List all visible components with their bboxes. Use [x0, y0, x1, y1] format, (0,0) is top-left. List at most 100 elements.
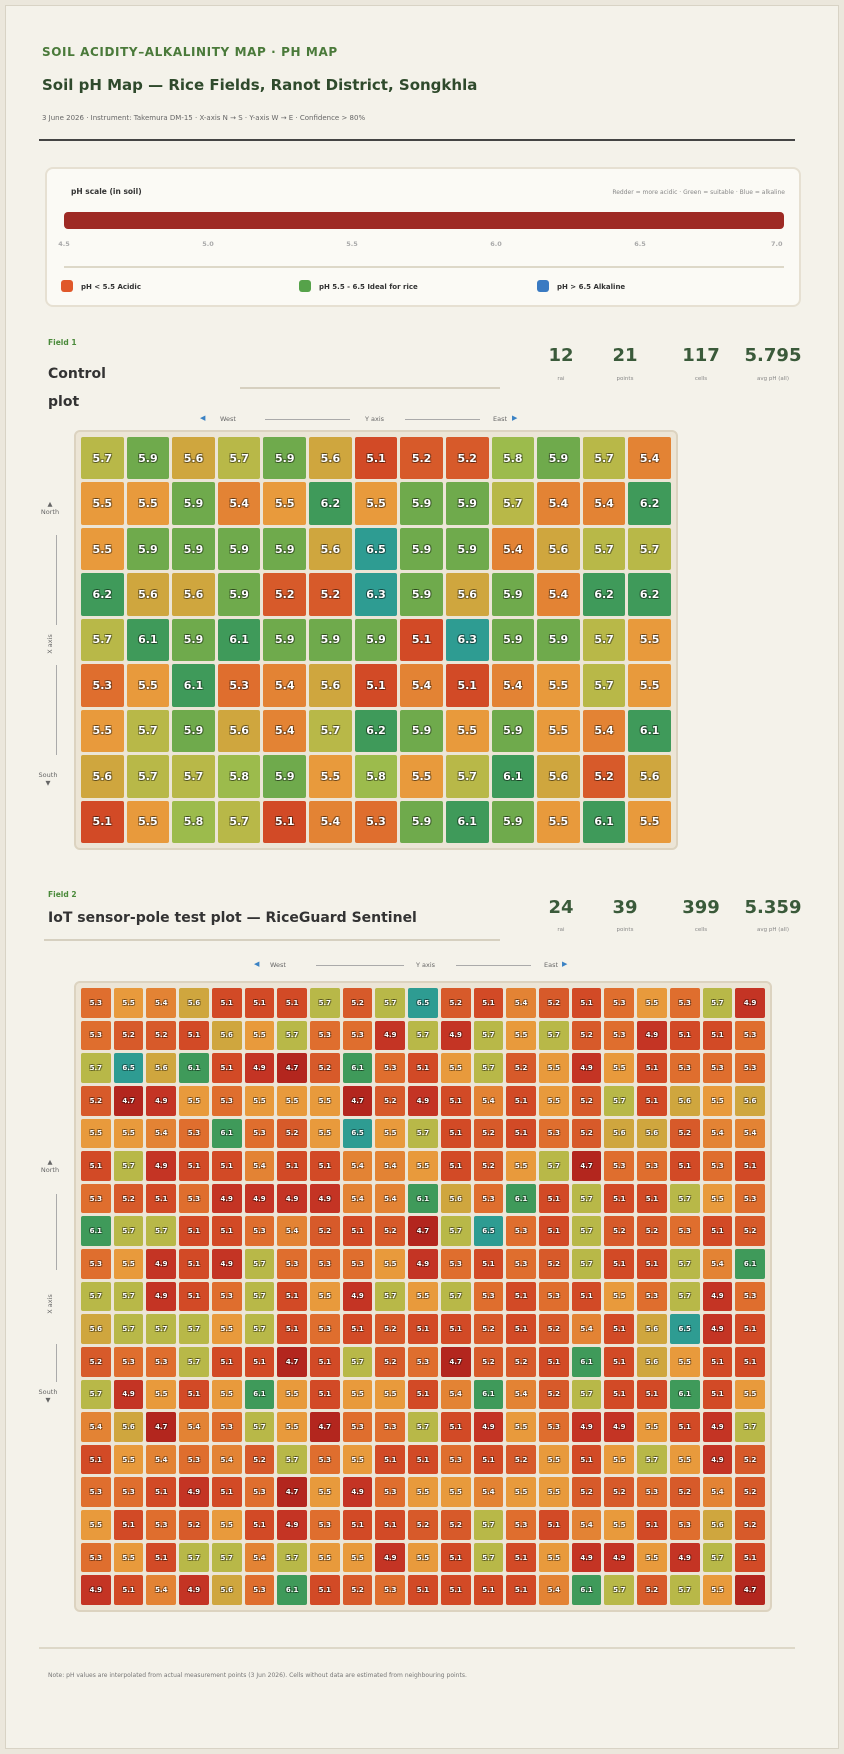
field-2-heatmap: 5.3 5.5 5.4 5.6 5.1 5.1 5.1 5.7 5.2 5.7 6.5 5.2 5.1 5…: [74, 981, 772, 1612]
heatmap-cell: 4.9: [179, 1477, 209, 1508]
heatmap-cell: 5.5: [342, 1379, 373, 1410]
heatmap-cell: 5.5: [113, 1118, 144, 1149]
heatmap-cell: 5.3: [113, 1346, 144, 1377]
heatmap-cell: 5.5: [506, 1412, 536, 1442]
heatmap-cell: 5.3: [113, 1477, 144, 1508]
heatmap-cell: 5.4: [582, 709, 626, 753]
heatmap-cell: 5.4: [277, 1216, 307, 1247]
heatmap-cell: 5.7: [669, 1249, 700, 1279]
heatmap-cell: 5.3: [604, 1151, 635, 1181]
heatmap-cell: 5.7: [126, 709, 170, 753]
heatmap-cell: 5.7: [172, 755, 215, 798]
heatmap-cell: 4.9: [310, 1183, 340, 1214]
heatmap-cell: 5.2: [375, 1085, 406, 1116]
heatmap-cell: 5.3: [310, 1510, 340, 1540]
heatmap-cell: 5.6: [669, 1085, 700, 1116]
heatmap-cell: 4.7: [277, 1477, 307, 1508]
heatmap-cell: 5.1: [211, 1053, 242, 1083]
heatmap-cell: 5.5: [263, 482, 307, 525]
heatmap-cell: 5.4: [263, 664, 307, 707]
heatmap-cell: 4.7: [277, 1346, 307, 1377]
heatmap-cell: 4.9: [408, 1085, 438, 1116]
field-1-stat-cells-label: cells: [694, 376, 708, 382]
heatmap-cell: 5.1: [342, 1216, 373, 1247]
heatmap-cell: 5.3: [211, 1085, 242, 1116]
field-1-label: Field 1: [48, 338, 77, 347]
heatmap-cell: 5.9: [263, 618, 307, 662]
heatmap-cell: 5.6: [537, 527, 580, 571]
heatmap-cell: 5.9: [309, 618, 352, 662]
heatmap-cell: 5.3: [310, 1314, 340, 1344]
heatmap-cell: 5.3: [375, 1477, 406, 1508]
heatmap-cell: 5.5: [628, 618, 671, 662]
heatmap-cell: 4.9: [146, 1085, 177, 1116]
heatmap-cell: 5.3: [604, 1020, 635, 1051]
heatmap-cell: 5.1: [354, 437, 398, 480]
heatmap-cell: 4.7: [310, 1412, 340, 1442]
heatmap-cell: 5.2: [81, 1346, 111, 1377]
heatmap-cell: 5.1: [440, 1314, 471, 1344]
heatmap-cell: 5.3: [506, 1216, 536, 1247]
heatmap-cell: 5.2: [539, 988, 569, 1018]
heatmap-cell: 5.7: [628, 527, 671, 571]
axis-y-label: Y axis: [365, 415, 385, 423]
heatmap-cell: 5.4: [342, 1151, 373, 1181]
heatmap-cell: 5.3: [539, 1281, 569, 1312]
heatmap-cell: 5.2: [445, 437, 489, 480]
heatmap-cell: 5.2: [263, 573, 307, 616]
heatmap-cell: 6.5: [354, 527, 398, 571]
heatmap-cell: 6.1: [491, 755, 535, 798]
arrow-down-icon: ▼: [45, 1396, 51, 1404]
heatmap-cell: 5.4: [537, 573, 580, 616]
heatmap-cell: 5.3: [342, 1249, 373, 1279]
heatmap-cell: 5.3: [408, 1346, 438, 1377]
heatmap-cell: 6.1: [571, 1346, 602, 1377]
heatmap-cell: 5.3: [637, 1281, 667, 1312]
heatmap-cell: 5.1: [539, 1346, 569, 1377]
heatmap-cell: 5.1: [637, 1510, 667, 1540]
legend-swatch-alkaline: [537, 280, 549, 292]
heatmap-cell: 5.1: [735, 1542, 765, 1573]
heatmap-cell: 5.5: [81, 709, 124, 753]
page-title: Soil pH Map — Rice Fields, Ranot Distric…: [42, 76, 478, 94]
heatmap-cell: 5.1: [604, 1314, 635, 1344]
field-1-y-axis: ◀ West Y axis East ▶: [200, 414, 520, 424]
legend-swatch-ideal: [299, 280, 311, 292]
heatmap-cell: 5.2: [571, 1118, 602, 1149]
heatmap-cell: 5.1: [310, 1575, 340, 1605]
heatmap-cell: 5.6: [211, 1575, 242, 1605]
heatmap-cell: 5.5: [669, 1346, 700, 1377]
heatmap-cell: 4.7: [277, 1053, 307, 1083]
arrow-left-icon: ◀: [200, 414, 206, 422]
heatmap-cell: 6.1: [179, 1053, 209, 1083]
legend-alkaline: pH > 6.5 Alkaline: [557, 283, 626, 291]
heatmap-cell: 5.1: [408, 1444, 438, 1475]
heatmap-cell: 5.1: [506, 1575, 536, 1605]
field-1-stat-points-label: points: [616, 376, 634, 382]
heatmap-cell: 5.9: [491, 709, 535, 753]
heatmap-cell: 5.1: [277, 1314, 307, 1344]
heatmap-cell: 5.3: [669, 1216, 700, 1247]
heatmap-cell: 5.1: [637, 1053, 667, 1083]
heatmap-cell: 5.2: [539, 1249, 569, 1279]
axis-line: [456, 965, 531, 966]
heatmap-cell: 5.1: [473, 1249, 504, 1279]
heatmap-cell: 5.4: [571, 1510, 602, 1540]
heatmap-cell: 5.3: [81, 988, 111, 1018]
heatmap-cell: 4.9: [408, 1249, 438, 1279]
heatmap-cell: 5.2: [735, 1477, 765, 1508]
field-2-label: Field 2: [48, 890, 77, 899]
heatmap-cell: 5.8: [491, 437, 535, 480]
heatmap-cell: 5.1: [310, 1151, 340, 1181]
heatmap-cell: 5.3: [669, 988, 700, 1018]
heatmap-cell: 5.2: [637, 1575, 667, 1605]
heatmap-cell: 5.4: [81, 1412, 111, 1442]
heatmap-cell: 5.6: [113, 1412, 144, 1442]
heatmap-cell: 5.4: [702, 1249, 733, 1279]
heatmap-cell: 5.7: [309, 709, 352, 753]
heatmap-cell: 5.1: [211, 1346, 242, 1377]
heatmap-cell: 5.1: [81, 1151, 111, 1181]
heatmap-cell: 4.9: [211, 1249, 242, 1279]
axis-line: [316, 965, 404, 966]
heatmap-cell: 5.6: [637, 1346, 667, 1377]
